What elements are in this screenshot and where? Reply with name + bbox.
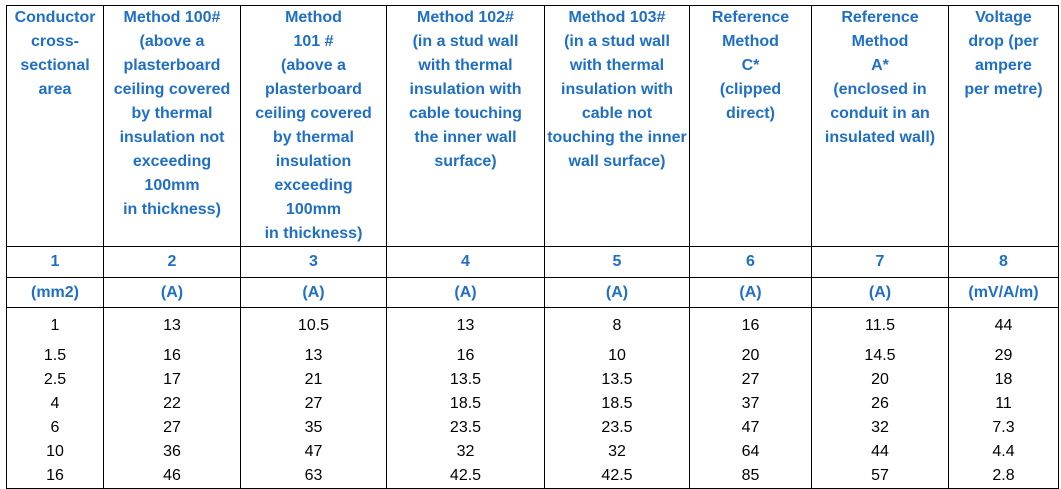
unit-label: (mm2) [6, 277, 104, 308]
table-cell: 26 [811, 392, 949, 416]
table-cell: 22 [103, 392, 241, 416]
unit-label: (A) [240, 277, 387, 308]
table-cell: 85 [689, 464, 812, 489]
header-conductor-area: Conductor cross- sectional area [6, 5, 104, 247]
header-voltage-drop: Voltage drop (per ampere per metre) [948, 5, 1059, 247]
header-row: Conductor cross- sectional area Method 1… [6, 5, 1059, 247]
table-cell: 1.5 [6, 338, 104, 368]
table-cell: 23.5 [386, 416, 545, 440]
table-cell: 42.5 [386, 464, 545, 489]
table-cell: 17 [103, 368, 241, 392]
table-cell: 63 [240, 464, 387, 489]
table-cell: 13 [240, 338, 387, 368]
column-number: 6 [689, 246, 812, 278]
table-cell: 16 [386, 338, 545, 368]
table-cell: 13 [386, 307, 545, 338]
table-cell: 10 [6, 440, 104, 464]
table-row: 1 13 10.5 13 8 16 11.5 44 [6, 307, 1059, 338]
header-reference-method-c: Reference Method C* (clipped direct) [689, 5, 812, 247]
table-row: 2.5 17 21 13.5 13.5 27 20 18 [6, 368, 1059, 392]
table-cell: 47 [240, 440, 387, 464]
table-cell: 23.5 [544, 416, 690, 440]
table-cell: 13 [103, 307, 241, 338]
header-method-102: Method 102# (in a stud wall with thermal… [386, 5, 545, 247]
table-row: 10 36 47 32 32 64 44 4.4 [6, 440, 1059, 464]
table-cell: 4.4 [948, 440, 1059, 464]
unit-label: (A) [811, 277, 949, 308]
table-cell: 16 [103, 338, 241, 368]
table-cell: 32 [811, 416, 949, 440]
table-cell: 27 [240, 392, 387, 416]
table-cell: 18 [948, 368, 1059, 392]
column-number: 7 [811, 246, 949, 278]
header-method-100: Method 100# (above a plasterboard ceilin… [103, 5, 241, 247]
table-cell: 4 [6, 392, 104, 416]
column-number: 8 [948, 246, 1059, 278]
table-cell: 36 [103, 440, 241, 464]
table-cell: 18.5 [544, 392, 690, 416]
unit-label: (mV/A/m) [948, 277, 1059, 308]
table-cell: 64 [689, 440, 812, 464]
table-cell: 14.5 [811, 338, 949, 368]
table-cell: 21 [240, 368, 387, 392]
header-reference-method-a: Reference Method A* (enclosed in conduit… [811, 5, 949, 247]
header-method-103: Method 103# (in a stud wall with thermal… [544, 5, 690, 247]
table-row: 1.5 16 13 16 10 20 14.5 29 [6, 338, 1059, 368]
current-rating-table: Conductor cross- sectional area Method 1… [6, 5, 1059, 489]
table-cell: 18.5 [386, 392, 545, 416]
unit-label: (A) [689, 277, 812, 308]
table-cell: 16 [689, 307, 812, 338]
table-cell: 35 [240, 416, 387, 440]
table-cell: 6 [6, 416, 104, 440]
table-row: 4 22 27 18.5 18.5 37 26 11 [6, 392, 1059, 416]
column-number: 1 [6, 246, 104, 278]
table-cell: 42.5 [544, 464, 690, 489]
table-cell: 57 [811, 464, 949, 489]
table-cell: 2.5 [6, 368, 104, 392]
unit-label: (A) [103, 277, 241, 308]
column-number: 3 [240, 246, 387, 278]
table-cell: 32 [386, 440, 545, 464]
column-number: 4 [386, 246, 545, 278]
table-cell: 2.8 [948, 464, 1059, 489]
column-number: 2 [103, 246, 241, 278]
unit-label: (A) [544, 277, 690, 308]
header-method-101: Method 101 # (above a plasterboard ceili… [240, 5, 387, 247]
column-number: 5 [544, 246, 690, 278]
table-cell: 46 [103, 464, 241, 489]
units-row: (mm2) (A) (A) (A) (A) (A) (A) (mV/A/m) [6, 277, 1059, 308]
table-cell: 44 [811, 440, 949, 464]
table-cell: 13.5 [544, 368, 690, 392]
table-cell: 20 [689, 338, 812, 368]
table-cell: 32 [544, 440, 690, 464]
table-cell: 27 [103, 416, 241, 440]
column-number-row: 1 2 3 4 5 6 7 8 [6, 246, 1059, 278]
unit-label: (A) [386, 277, 545, 308]
table-cell: 11 [948, 392, 1059, 416]
table-cell: 20 [811, 368, 949, 392]
table-cell: 27 [689, 368, 812, 392]
table-cell: 37 [689, 392, 812, 416]
table-cell: 10.5 [240, 307, 387, 338]
table-row: 6 27 35 23.5 23.5 47 32 7.3 [6, 416, 1059, 440]
table-cell: 8 [544, 307, 690, 338]
table-row: 16 46 63 42.5 42.5 85 57 2.8 [6, 464, 1059, 489]
table-cell: 1 [6, 307, 104, 338]
table-cell: 13.5 [386, 368, 545, 392]
table-cell: 10 [544, 338, 690, 368]
table-cell: 7.3 [948, 416, 1059, 440]
table-cell: 29 [948, 338, 1059, 368]
table-cell: 44 [948, 307, 1059, 338]
table-cell: 16 [6, 464, 104, 489]
table-cell: 47 [689, 416, 812, 440]
table-cell: 11.5 [811, 307, 949, 338]
